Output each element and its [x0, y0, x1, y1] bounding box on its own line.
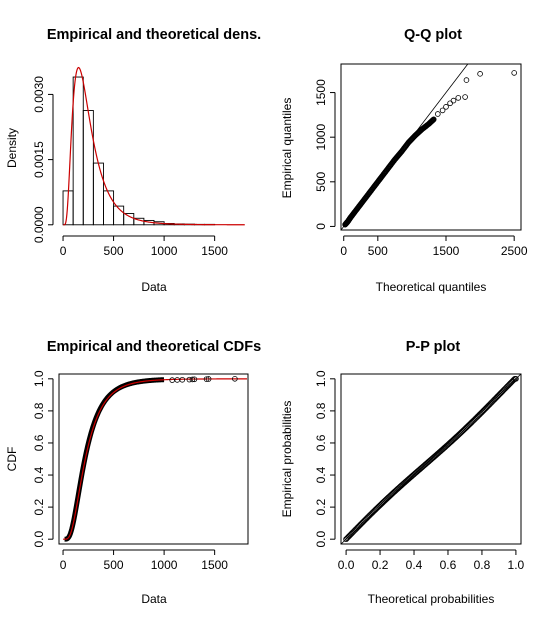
qq-x-tick-label: 0	[340, 244, 347, 258]
qq-y-tick-label: 0	[314, 223, 328, 230]
cdf-tail-point	[205, 376, 212, 382]
cdf-y-tick-label: 1.0	[32, 370, 46, 387]
pp-x-tick-label: 0.2	[372, 558, 389, 572]
pp-marks	[341, 374, 521, 544]
empirical-cdf-line	[64, 377, 165, 542]
qq-point	[443, 104, 449, 110]
qq-xlabel: Theoretical quantiles	[376, 280, 487, 294]
cdf-plot-frame	[58, 373, 249, 545]
density-x-tick-label: 1000	[151, 244, 178, 258]
pp-x-tick-label: 0.4	[406, 558, 423, 572]
qq-point	[462, 94, 468, 100]
qq-point	[450, 97, 457, 104]
histogram-bar	[103, 190, 115, 226]
pp-y-tick-label: 0.0	[314, 531, 328, 548]
pp-x-tick-label: 0.0	[338, 558, 355, 572]
cdf-tail-point	[203, 376, 210, 382]
qq-y-tick-label: 1000	[314, 124, 328, 151]
cdf-xlabel: Data	[141, 592, 167, 606]
pp-y-tick-label: 0.8	[314, 402, 328, 419]
density-title: Empirical and theoretical dens.	[47, 27, 261, 43]
pp-x-tick-label: 1.0	[508, 558, 525, 572]
pp-xlabel: Theoretical probabilities	[368, 592, 495, 606]
qq-panel: Q-Q plot 0 500 1500 2500 0 500 1000 1500 Theore…	[280, 27, 528, 294]
cdf-ylabel: CDF	[5, 447, 19, 472]
cdf-tail-point	[232, 376, 238, 382]
cdf-x-tick-label: 0	[60, 558, 67, 572]
pp-title: P-P plot	[406, 339, 461, 355]
qq-y-tick-label: 1500	[314, 79, 328, 106]
pp-x-tick-label: 0.6	[440, 558, 457, 572]
pp-panel: P-P plot 0.0 0.2 0.4 0.6 0.8 1.00.00.20.40.60…	[280, 339, 525, 606]
qq-point	[447, 100, 453, 107]
cdf-y-tick-label: 0.2	[32, 498, 46, 515]
density-y-tick-label: 0.0015	[32, 141, 46, 178]
cdf-x-tick-label: 1000	[151, 558, 178, 572]
density-curve	[63, 66, 245, 226]
density-x-tick-label: 1500	[201, 244, 228, 258]
qq-point	[439, 107, 446, 114]
pp-y-tick-label: 0.4	[314, 466, 328, 483]
density-panel: Empirical and theoretical dens. 0 500 1000…	[5, 27, 261, 294]
pp-point	[513, 375, 519, 382]
pp-x-tick-label: 0.8	[474, 558, 491, 572]
qq-plot-frame	[340, 63, 522, 231]
cdf-y-tick-label: 0.8	[32, 402, 46, 419]
qq-point	[435, 111, 441, 117]
cdf-x-tick-label: 500	[104, 558, 124, 572]
qq-point	[511, 70, 517, 76]
cdf-y-tick-label: 0.4	[32, 466, 46, 483]
cdf-x-tick-label: 1500	[201, 558, 228, 572]
cdf-plot-area: 0 500 1000 1500 0.0 0.2 0.4 0.6 0.8 1.0	[32, 370, 249, 572]
density-x-tick-label: 500	[104, 244, 124, 258]
qq-y-tick-label: 500	[314, 171, 328, 191]
density-ylabel: Density	[5, 128, 19, 168]
cdf-y-tick-label: 0.6	[32, 434, 46, 451]
qq-marks	[341, 64, 517, 230]
pp-plot-frame	[340, 373, 522, 545]
pp-y-tick-label: 0.2	[314, 498, 328, 515]
cdf-tail-point	[191, 376, 198, 383]
qq-point	[455, 95, 462, 101]
cdf-panel: Empirical and theoretical CDFs 0 500 1000 1…	[5, 339, 261, 606]
qq-x-tick-label: 500	[368, 244, 388, 258]
qq-title: Q-Q plot	[404, 27, 462, 43]
qq-point	[477, 71, 483, 77]
cdf-title: Empirical and theoretical CDFs	[47, 339, 261, 355]
qq-point	[463, 77, 470, 83]
cdf-y-tick-label: 0.0	[32, 531, 46, 548]
density-y-tick-label: 0.0030	[32, 76, 46, 113]
density-xlabel: Data	[141, 280, 167, 294]
qq-ylabel: Empirical quantiles	[280, 98, 294, 199]
density-x-tick-label: 0	[60, 244, 67, 258]
qq-plot-area: 0 500 1500 2500 0 500 1000 1500	[314, 63, 528, 258]
pp-ylabel: Empirical probabilities	[280, 401, 294, 518]
pp-plot-area: 0.0 0.2 0.4 0.6 0.8 1.0 0.0 0.2 0.4 0.6 0.8 1.0	[314, 370, 525, 572]
cdf-tail-point	[189, 376, 196, 383]
cdf-tail-point	[179, 376, 186, 383]
density-y-tick-label: 0.0000	[32, 206, 46, 243]
pp-y-tick-label: 1.0	[314, 370, 328, 387]
qq-point	[430, 116, 437, 123]
histogram-bar	[72, 76, 84, 226]
qq-x-tick-label: 2500	[501, 244, 528, 258]
qq-x-tick-label: 1500	[433, 244, 460, 258]
histogram-bar	[123, 213, 135, 226]
theoretical-cdf-line	[63, 378, 247, 540]
density-plot-area: 0 500 1000 1500 0.0000 0.0015 0.0030	[32, 66, 245, 258]
pp-y-tick-label: 0.6	[314, 434, 328, 451]
histogram-bar	[92, 162, 104, 226]
histogram-bar	[82, 110, 94, 226]
